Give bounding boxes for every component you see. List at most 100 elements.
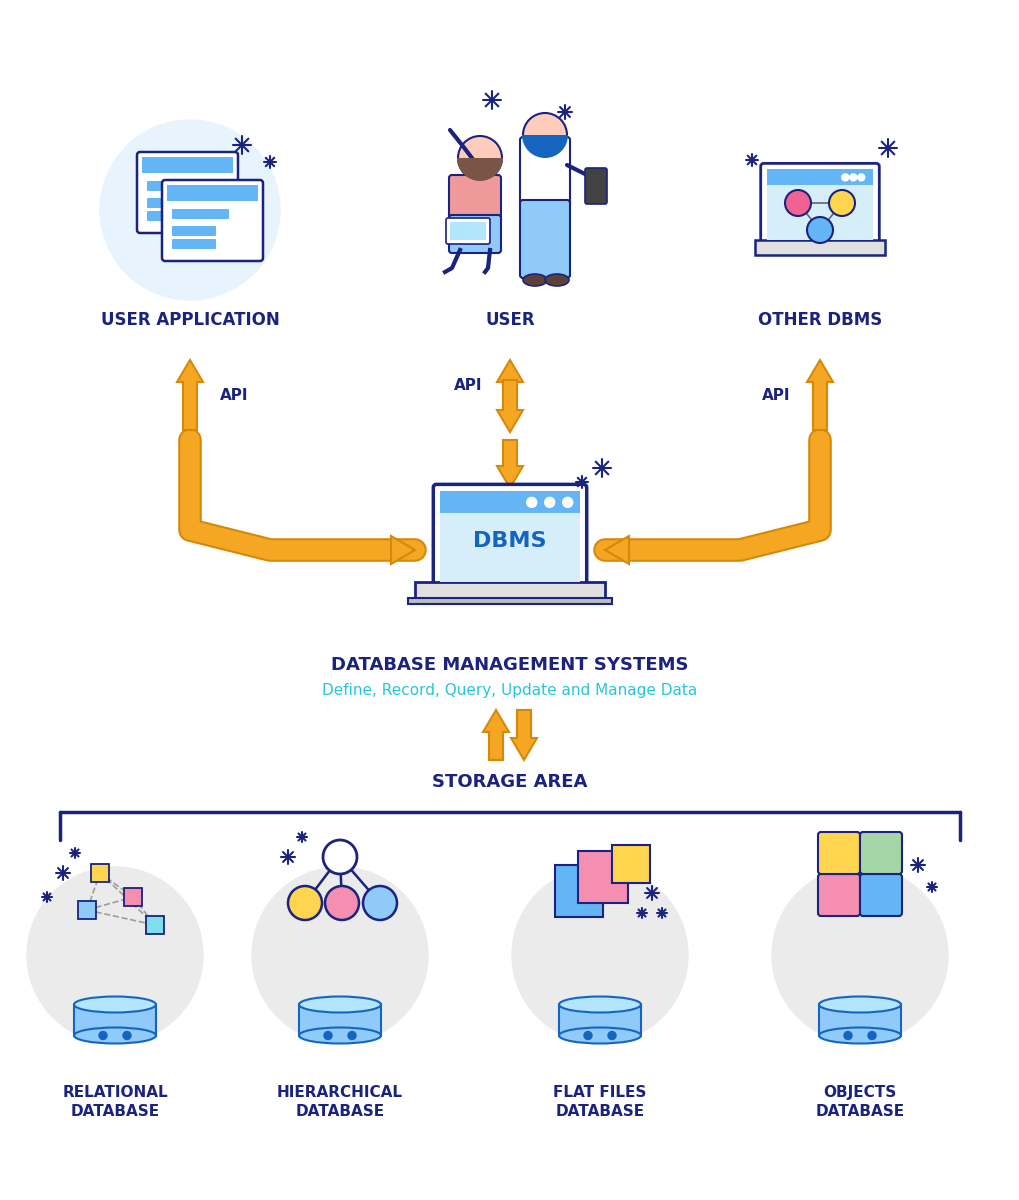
Circle shape [841,174,848,181]
FancyBboxPatch shape [578,851,628,902]
FancyBboxPatch shape [448,175,500,223]
Circle shape [512,866,688,1043]
Circle shape [523,113,567,157]
Circle shape [100,120,280,300]
Ellipse shape [544,274,569,286]
Circle shape [99,1032,107,1039]
Ellipse shape [74,996,156,1013]
Circle shape [252,866,428,1043]
FancyBboxPatch shape [611,845,649,883]
FancyBboxPatch shape [585,168,606,204]
Text: API: API [220,388,249,402]
FancyBboxPatch shape [74,1004,156,1036]
Circle shape [828,190,854,216]
FancyBboxPatch shape [172,209,229,218]
Text: USER APPLICATION: USER APPLICATION [101,311,279,329]
Ellipse shape [558,996,640,1013]
Polygon shape [390,536,415,564]
Circle shape [323,840,357,874]
Circle shape [363,886,396,920]
FancyBboxPatch shape [172,226,216,236]
Circle shape [562,497,572,508]
Circle shape [526,497,536,508]
Polygon shape [511,710,536,760]
Circle shape [123,1032,130,1039]
FancyBboxPatch shape [162,180,263,260]
Text: RELATIONAL
DATABASE: RELATIONAL DATABASE [62,1085,168,1118]
Circle shape [867,1032,875,1039]
Circle shape [857,174,864,181]
Polygon shape [806,360,833,430]
FancyBboxPatch shape [408,598,611,604]
FancyBboxPatch shape [520,200,570,278]
FancyBboxPatch shape [859,874,901,916]
FancyBboxPatch shape [172,239,216,248]
Ellipse shape [299,1027,381,1044]
FancyBboxPatch shape [554,865,602,917]
FancyBboxPatch shape [77,901,96,919]
Circle shape [287,886,322,920]
Circle shape [607,1032,615,1039]
FancyBboxPatch shape [766,169,872,185]
Circle shape [347,1032,356,1039]
FancyBboxPatch shape [440,491,579,514]
FancyBboxPatch shape [146,916,164,934]
FancyBboxPatch shape [445,218,489,244]
Polygon shape [496,380,523,432]
FancyBboxPatch shape [449,222,485,240]
FancyBboxPatch shape [91,864,109,882]
Wedge shape [522,134,568,158]
Wedge shape [457,158,502,181]
FancyBboxPatch shape [433,485,586,588]
Polygon shape [483,710,508,760]
FancyBboxPatch shape [147,181,204,191]
Circle shape [458,136,501,180]
Text: HIERARCHICAL
DATABASE: HIERARCHICAL DATABASE [277,1085,403,1118]
FancyBboxPatch shape [124,888,142,906]
Text: Define, Record, Query, Update and Manage Data: Define, Record, Query, Update and Manage… [322,683,697,697]
Text: API: API [453,378,482,392]
FancyBboxPatch shape [147,198,191,208]
FancyBboxPatch shape [440,491,579,582]
Text: DATABASE MANAGEMENT SYSTEMS: DATABASE MANAGEMENT SYSTEMS [331,656,688,674]
FancyBboxPatch shape [448,215,500,253]
FancyBboxPatch shape [760,163,878,246]
FancyBboxPatch shape [817,874,859,916]
Circle shape [544,497,554,508]
Polygon shape [496,440,523,488]
Text: STORAGE AREA: STORAGE AREA [432,773,587,791]
Polygon shape [496,360,523,410]
Ellipse shape [818,1027,900,1044]
FancyBboxPatch shape [520,137,570,208]
FancyBboxPatch shape [818,1004,900,1036]
Text: FLAT FILES
DATABASE: FLAT FILES DATABASE [552,1085,646,1118]
Text: OBJECTS
DATABASE: OBJECTS DATABASE [814,1085,904,1118]
Circle shape [584,1032,591,1039]
Text: USER: USER [485,311,534,329]
Circle shape [843,1032,851,1039]
Circle shape [324,1032,331,1039]
Ellipse shape [558,1027,640,1044]
FancyBboxPatch shape [299,1004,381,1036]
Circle shape [325,886,359,920]
FancyBboxPatch shape [167,185,258,200]
FancyBboxPatch shape [859,832,901,874]
FancyBboxPatch shape [766,169,872,240]
Polygon shape [177,360,203,430]
FancyBboxPatch shape [142,157,232,173]
Text: OTHER DBMS: OTHER DBMS [757,311,881,329]
Circle shape [771,866,947,1043]
FancyBboxPatch shape [754,240,884,254]
FancyBboxPatch shape [558,1004,640,1036]
FancyBboxPatch shape [137,152,237,233]
Circle shape [785,190,810,216]
Polygon shape [604,536,629,564]
Circle shape [849,174,856,181]
FancyBboxPatch shape [147,211,191,221]
Ellipse shape [299,996,381,1013]
FancyBboxPatch shape [817,832,859,874]
Text: API: API [761,388,790,402]
FancyBboxPatch shape [415,582,604,600]
Ellipse shape [523,274,546,286]
Text: DBMS: DBMS [473,530,546,551]
